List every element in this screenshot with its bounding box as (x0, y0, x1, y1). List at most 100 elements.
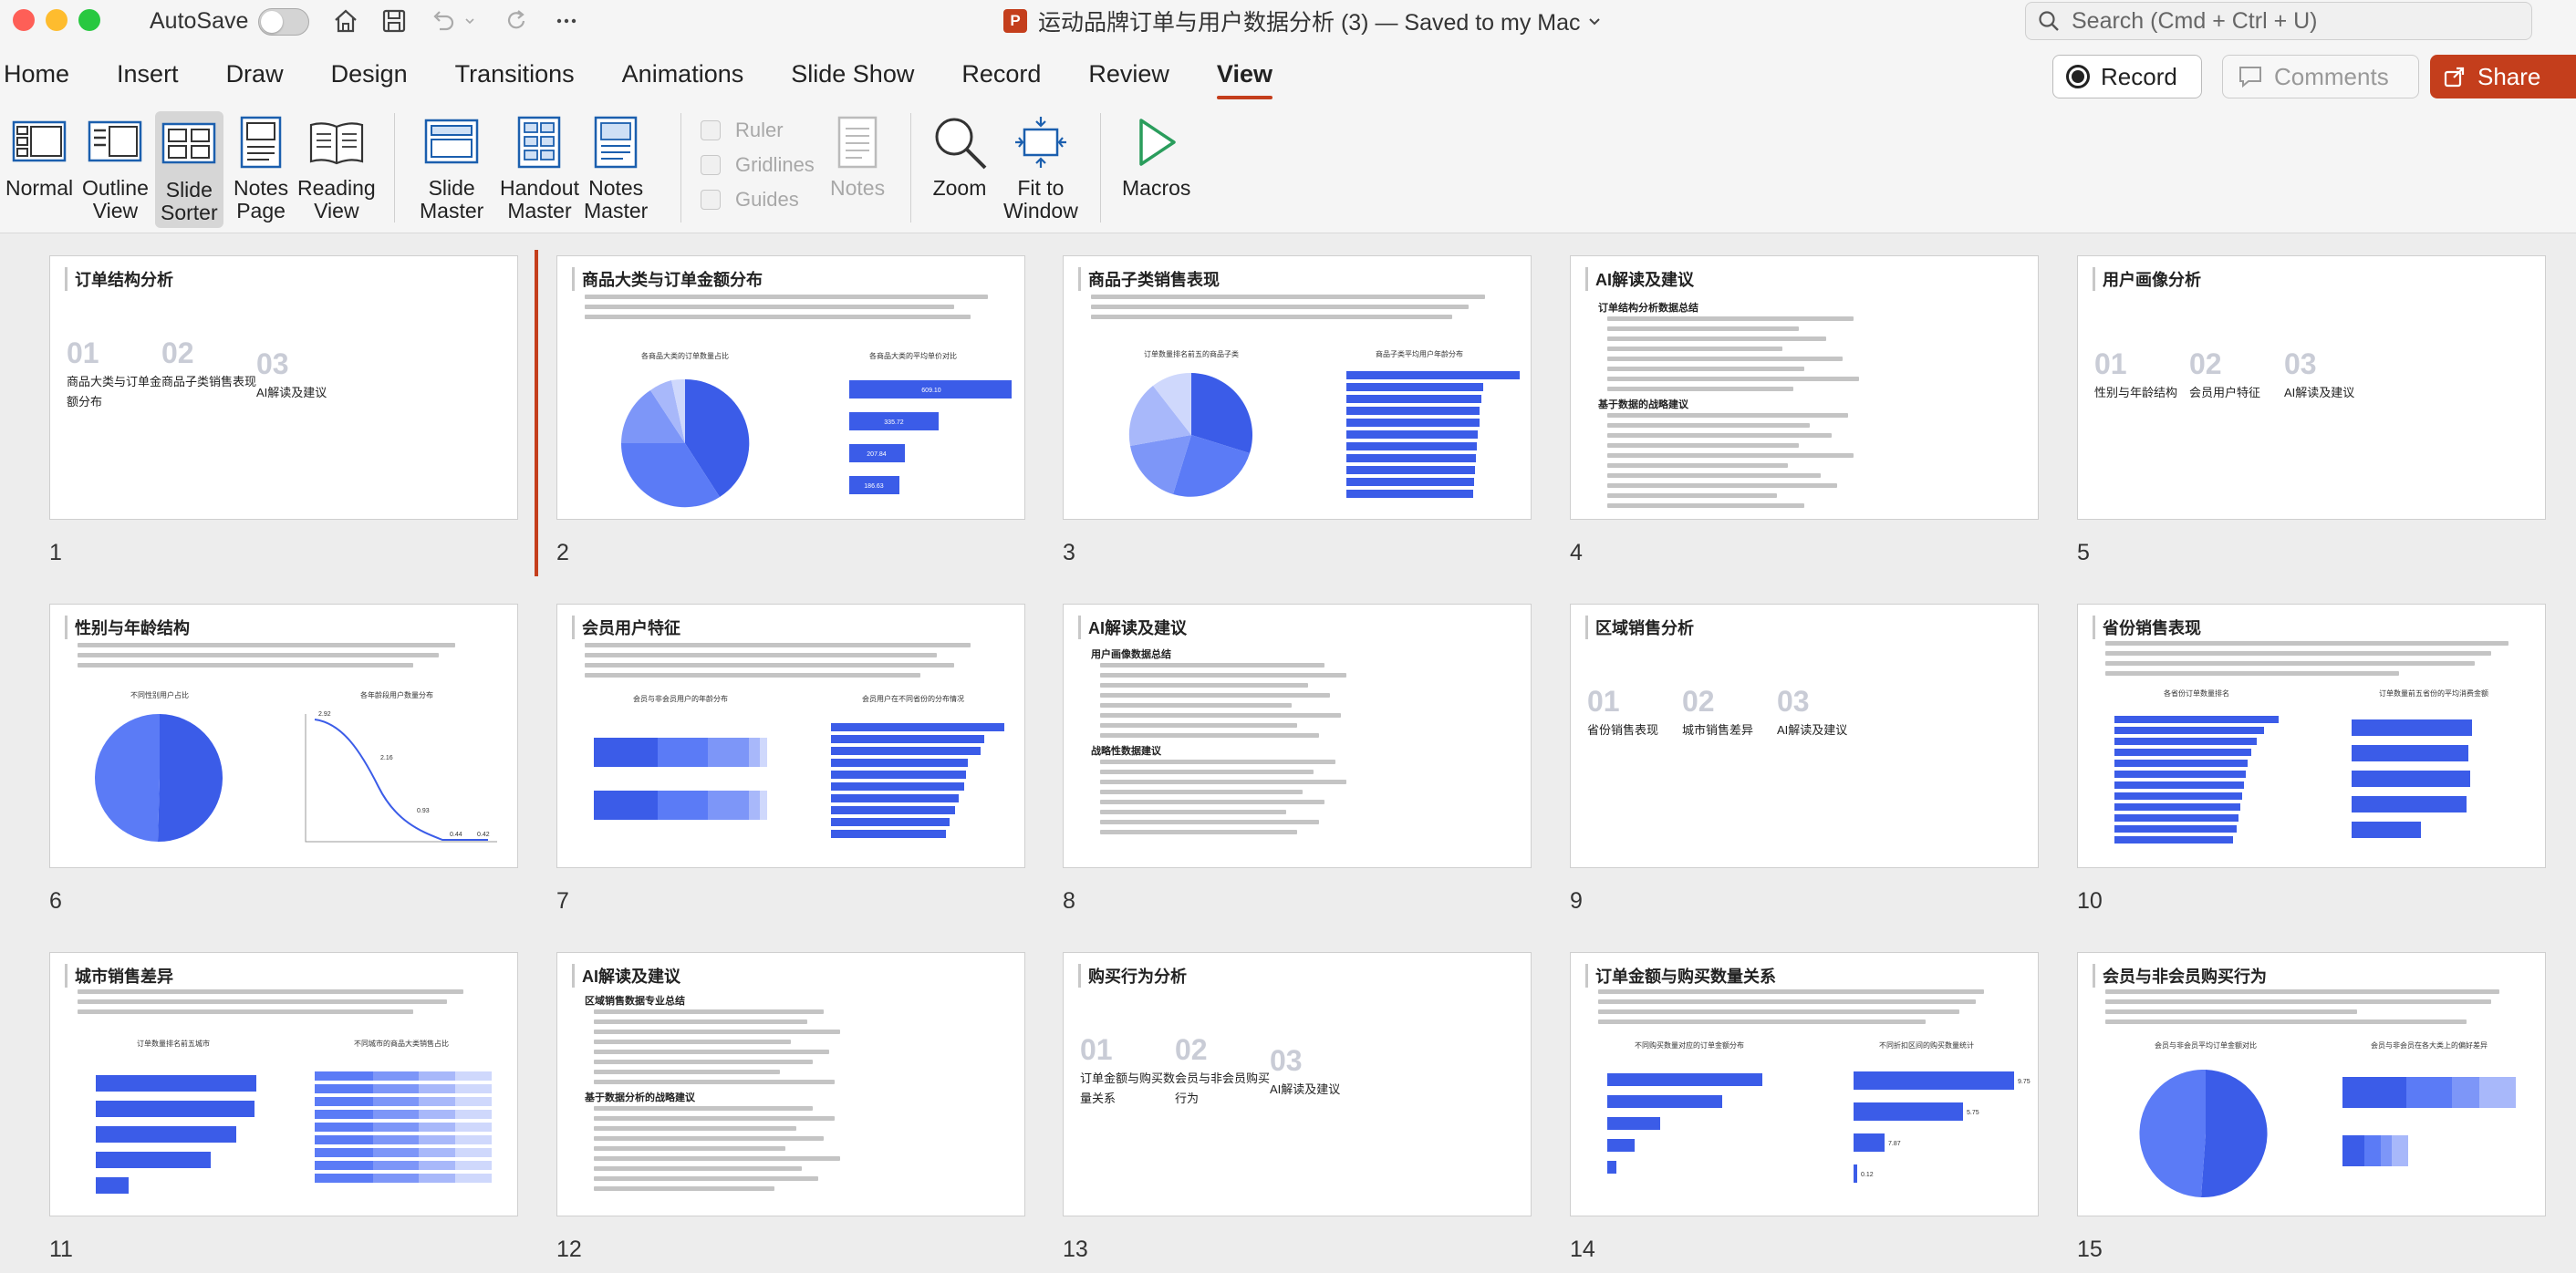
slide-master-button[interactable]: Slide Master (420, 113, 483, 223)
zoom-icon (930, 113, 989, 171)
slide-thumbnail-6[interactable]: 性别与年龄结构 不同性别用户占比 各年龄段用户数量分布 2.92 2.16 0.… (49, 604, 518, 868)
share-button-label: Share (2477, 62, 2541, 90)
agenda-item: 02 商品子类销售表现 (161, 336, 262, 392)
undo-icon[interactable] (427, 5, 458, 36)
notes-button[interactable]: Notes (830, 113, 885, 200)
share-icon (2444, 67, 2465, 88)
document-title[interactable]: P 运动品牌订单与用户数据分析 (3) — Saved to my Mac (1003, 5, 1603, 36)
tab-slide-show[interactable]: Slide Show (791, 60, 915, 88)
slide-thumbnail-12[interactable]: AI解读及建议 区域销售数据专业总结 基于数据分析的战略建议 (556, 952, 1025, 1216)
tab-insert[interactable]: Insert (117, 60, 179, 88)
tab-transitions[interactable]: Transitions (454, 60, 575, 88)
redo-icon[interactable] (502, 5, 533, 36)
slide-thumbnail-10[interactable]: 省份销售表现 各省份订单数量排名 订单数量前五省份的平均消费金额 (2077, 604, 2546, 868)
slide-thumbnail-15[interactable]: 会员与非会员购买行为 会员与非会员平均订单金额对比 会员与非会员在各大类上的偏好… (2077, 952, 2546, 1216)
slide-number: 2 (556, 540, 569, 565)
reading-view-label-1: Reading (297, 176, 376, 200)
slide-title: 会员与非会员购买行为 (2093, 964, 2267, 988)
tab-record[interactable]: Record (961, 60, 1042, 88)
guides-label: Guides (735, 188, 799, 211)
search-box[interactable] (2025, 2, 2532, 40)
bar-chart: 订单数量前五省份的平均消费金额 (2352, 688, 2488, 838)
slide-thumbnail-14[interactable]: 订单金额与购买数量关系 不同购买数量对应的订单金额分布 不同折扣区间的购买数量统… (1570, 952, 2039, 1216)
bar-chart: 各省份订单数量排名 (2114, 688, 2279, 843)
guides-checkbox[interactable]: Guides (701, 188, 799, 212)
gridlines-checkbox[interactable]: Gridlines (701, 153, 815, 177)
tab-review[interactable]: Review (1088, 60, 1169, 88)
tab-animations[interactable]: Animations (621, 60, 744, 88)
slide-number: 4 (1570, 540, 1583, 565)
macros-button[interactable]: Macros (1122, 113, 1190, 200)
tab-view[interactable]: View (1216, 60, 1273, 99)
undo-dropdown-chevron-icon[interactable] (463, 5, 476, 36)
slide-thumbnail-13[interactable]: 购买行为分析 01 订单金额与购买数量关系 02 会员与非会员购买行为 03 AI解读… (1063, 952, 1532, 1216)
title-chevron-down-icon[interactable] (1586, 13, 1603, 29)
slide-thumbnail-8[interactable]: AI解读及建议 用户画像数据总结 战略性数据建议 (1063, 604, 1532, 868)
bullet-text (1100, 760, 1374, 840)
autosave-toggle[interactable] (258, 8, 309, 36)
gridlines-checkbox-box[interactable] (701, 155, 721, 175)
agenda-number: 01 (1080, 1033, 1113, 1066)
slide-title: 用户画像分析 (2093, 267, 2201, 291)
slide-number: 10 (2077, 888, 2103, 914)
slide-thumbnail-5[interactable]: 用户画像分析 01 性别与年龄结构 02 会员用户特征 03 AI解读及建议 (2077, 255, 2546, 520)
bullet-text (594, 1009, 867, 1090)
handout-master-button[interactable]: Handout Master (500, 113, 579, 223)
slide-sorter-button[interactable]: Slide Sorter (155, 111, 223, 228)
notes-page-button[interactable]: Notes Page (234, 113, 288, 223)
tab-home[interactable]: Home (4, 60, 70, 88)
close-window-button[interactable] (13, 9, 35, 31)
slide-title: 订单结构分析 (65, 267, 173, 291)
play-macro-icon (1132, 113, 1181, 171)
normal-view-button[interactable]: Normal (5, 113, 73, 200)
bullet-text (1598, 989, 2018, 1030)
reading-view-button[interactable]: Reading View (297, 113, 376, 223)
fit-to-window-button[interactable]: Fit to Window (1003, 113, 1078, 223)
slide-thumbnail-2[interactable]: 商品大类与订单金额分布 各商品大类的订单数量占比 各商品大类的平均单价对比 60… (556, 255, 1025, 520)
notes-page-icon (238, 113, 284, 171)
slide-thumbnail-9[interactable]: 区域销售分析 01 省份销售表现 02 城市销售差异 03 AI解读及建议 (1570, 604, 2039, 868)
search-input[interactable] (2072, 7, 2509, 35)
agenda-label: 商品大类与订单金额分布 (67, 375, 162, 409)
notes-master-button[interactable]: Notes Master (584, 113, 648, 223)
more-options-icon[interactable] (551, 5, 582, 36)
normal-view-icon (12, 113, 67, 171)
stacked-bar-table: 不同城市的商品大类销售占比 (315, 1039, 492, 1183)
ruler-checkbox-box[interactable] (701, 120, 721, 140)
slide-sorter-label-2: Sorter (161, 201, 218, 224)
guides-checkbox-box[interactable] (701, 190, 721, 210)
minimize-window-button[interactable] (46, 9, 68, 31)
slide-thumbnail-11[interactable]: 城市销售差异 订单数量排名前五城市 不同城市的商品大类销售占比 (49, 952, 518, 1216)
tab-draw[interactable]: Draw (225, 60, 284, 88)
ruler-checkbox[interactable]: Ruler (701, 119, 784, 142)
save-icon[interactable] (379, 5, 410, 36)
tab-design[interactable]: Design (330, 60, 408, 88)
slide-thumbnail-3[interactable]: 商品子类销售表现 订单数量排名前五的商品子类 商品子类平均用户年龄分布 (1063, 255, 1532, 520)
agenda-number: 01 (2094, 347, 2127, 380)
bar-value-label: 609.10 (921, 388, 941, 394)
slide-thumbnail-1[interactable]: 订单结构分析 01 商品大类与订单金额分布 02 商品子类销售表现 03 AI解读及建… (49, 255, 518, 520)
slide-title: 省份销售表现 (2093, 616, 2201, 639)
bar-value-label: 5.75 (1967, 1110, 1979, 1116)
agenda-label: 性别与年龄结构 (2094, 386, 2178, 399)
chart-title: 订单数量排名前五的商品子类 (1144, 349, 1239, 358)
zoom-window-button[interactable] (78, 9, 100, 31)
document-title-text: 运动品牌订单与用户数据分析 (3) — Saved to my Mac (1038, 10, 1581, 36)
notes-page-label-2: Page (236, 199, 286, 223)
chart-title: 会员与非会员用户的年龄分布 (633, 694, 728, 703)
home-icon[interactable] (330, 5, 361, 36)
outline-view-label-1: Outline (82, 176, 149, 200)
insertion-marker (535, 250, 538, 576)
share-button[interactable]: Share (2430, 55, 2576, 98)
outline-view-button[interactable]: Outline View (82, 113, 149, 223)
slide-thumbnail-7[interactable]: 会员用户特征 会员与非会员用户的年龄分布 会员用户在不同省份的分布情况 (556, 604, 1025, 868)
comments-button[interactable]: Comments (2222, 55, 2419, 98)
zoom-button[interactable]: Zoom (930, 113, 989, 200)
slide-title: 城市销售差异 (65, 964, 173, 988)
bullet-text (1607, 413, 1881, 513)
point-value-label: 0.44 (450, 832, 462, 838)
slide-thumbnail-4[interactable]: AI解读及建议 订单结构分析数据总结 基于数据的战略建议 (1570, 255, 2039, 520)
bar-chart: 订单数量排名前五城市 (96, 1039, 256, 1194)
pie-chart: 订单数量排名前五的商品子类 (1128, 349, 1253, 497)
record-button[interactable]: Record (2052, 55, 2202, 98)
